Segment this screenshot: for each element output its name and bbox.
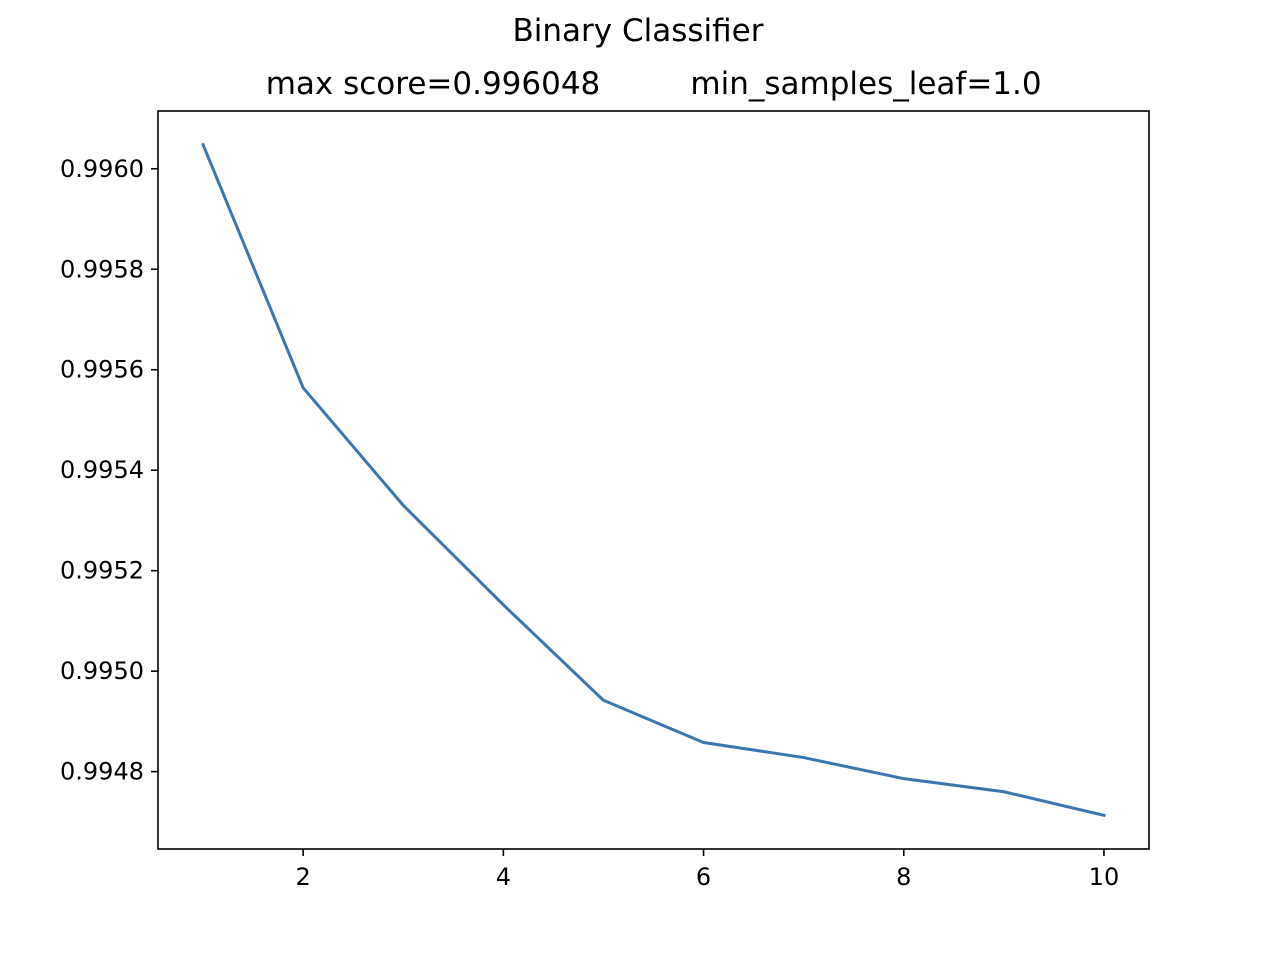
chart-title-min-samples-leaf: min_samples_leaf=1.0 <box>690 66 1041 102</box>
plot-area: 2 4 6 8 10 0.9948 0.9950 0.9952 0.9954 0.9956 0.99… <box>60 110 1150 891</box>
y-tick-label: 0.9950 <box>60 657 144 685</box>
series-line-0 <box>201 142 1106 818</box>
y-tick-label: 0.9948 <box>60 758 144 786</box>
axes-frame <box>157 110 1150 850</box>
chart-suptitle: Binary Classifier <box>513 13 764 49</box>
x-tick-label: 10 <box>1089 863 1120 891</box>
x-tick-label: 4 <box>496 863 511 891</box>
x-tick-label: 6 <box>696 863 711 891</box>
y-tick-label: 0.9954 <box>60 456 144 484</box>
x-tick-label: 2 <box>296 863 311 891</box>
chart-title-max-score: max score=0.996048 <box>266 66 601 102</box>
y-tick-label: 0.9958 <box>60 255 144 283</box>
x-tick-label: 8 <box>896 863 911 891</box>
y-tick-label: 0.9952 <box>60 557 144 585</box>
y-tick-label: 0.9956 <box>60 356 144 384</box>
y-tick-label: 0.9960 <box>60 155 144 183</box>
